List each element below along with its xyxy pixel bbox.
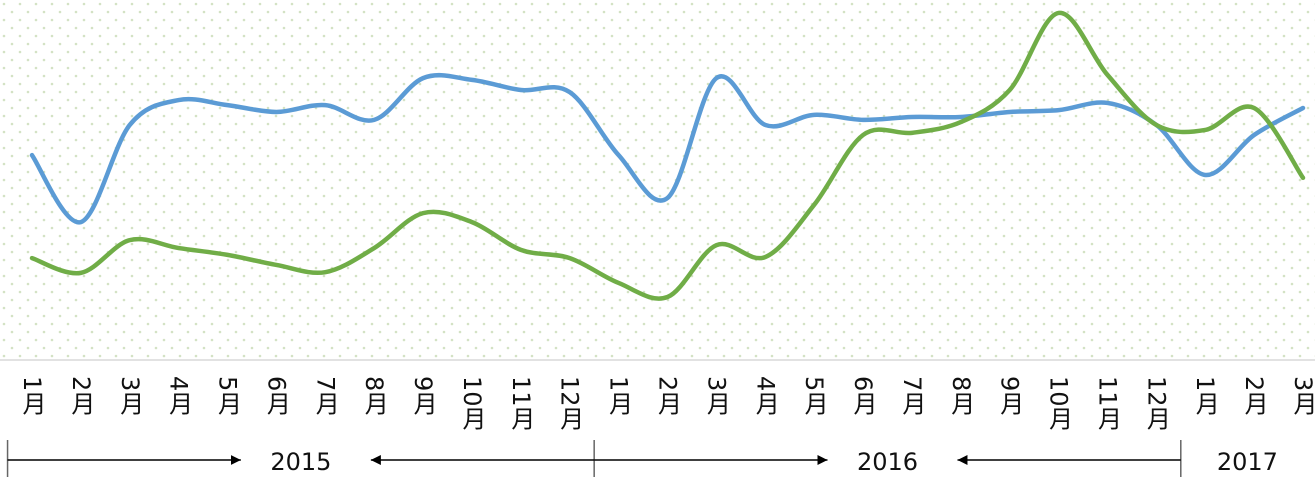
x-tick-label: 1月 <box>18 376 46 415</box>
x-tick-label: 4月 <box>165 376 193 415</box>
x-tick-label: 12月 <box>556 376 584 431</box>
x-tick-label: 11月 <box>1093 376 1121 431</box>
x-tick-label: 11月 <box>507 376 535 431</box>
x-tick-label: 6月 <box>262 376 290 415</box>
x-tick-label: 12月 <box>1142 376 1170 431</box>
x-tick-label: 6月 <box>849 376 877 415</box>
x-tick-label: 2月 <box>67 376 95 415</box>
group-label: 2015 <box>270 448 331 476</box>
x-tick-label: 9月 <box>996 376 1024 415</box>
series-line <box>29 72 1306 225</box>
series-line <box>29 10 1306 301</box>
x-tick-label: 5月 <box>214 376 242 415</box>
x-tick-label: 10月 <box>458 376 486 431</box>
x-tick-label: 3月 <box>116 376 144 415</box>
x-tick-label: 7月 <box>311 376 339 415</box>
plot-background <box>0 0 1315 360</box>
x-tick-label: 7月 <box>898 376 926 415</box>
x-tick-label: 3月 <box>702 376 730 415</box>
x-tick-label: 3月 <box>1289 376 1315 415</box>
x-tick-label: 8月 <box>947 376 975 415</box>
x-tick-label: 1月 <box>1191 376 1219 415</box>
x-tick-label: 4月 <box>751 376 779 415</box>
x-tick-label: 5月 <box>800 376 828 415</box>
x-tick-label: 2月 <box>1240 376 1268 415</box>
x-tick-label: 2月 <box>654 376 682 415</box>
group-label: 2017 <box>1217 448 1278 476</box>
x-tick-label: 8月 <box>360 376 388 415</box>
group-label: 2016 <box>857 448 918 476</box>
x-tick-label: 10月 <box>1045 376 1073 431</box>
x-tick-label: 1月 <box>605 376 633 415</box>
x-tick-label: 9月 <box>409 376 437 415</box>
